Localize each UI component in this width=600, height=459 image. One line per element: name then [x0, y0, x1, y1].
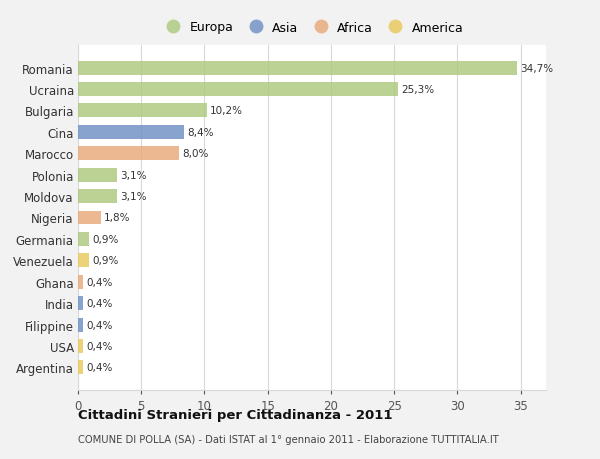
Bar [78, 126, 184, 140]
Text: 8,4%: 8,4% [187, 128, 214, 138]
Text: 0,4%: 0,4% [86, 277, 113, 287]
Text: 0,9%: 0,9% [92, 235, 119, 244]
Text: 0,4%: 0,4% [86, 298, 113, 308]
Legend: Europa, Asia, Africa, America: Europa, Asia, Africa, America [157, 18, 467, 38]
Bar [78, 211, 101, 225]
Text: 34,7%: 34,7% [520, 63, 553, 73]
Bar [78, 104, 207, 118]
Text: 0,4%: 0,4% [86, 320, 113, 330]
Text: 0,9%: 0,9% [92, 256, 119, 266]
Text: 10,2%: 10,2% [210, 106, 243, 116]
Bar [78, 168, 117, 182]
Bar [78, 232, 89, 246]
Bar [78, 339, 83, 353]
Bar [78, 254, 89, 268]
Bar [78, 361, 83, 375]
Bar [78, 275, 83, 289]
Text: 25,3%: 25,3% [401, 85, 434, 95]
Text: 8,0%: 8,0% [182, 149, 209, 159]
Bar [78, 190, 117, 204]
Text: COMUNE DI POLLA (SA) - Dati ISTAT al 1° gennaio 2011 - Elaborazione TUTTITALIA.I: COMUNE DI POLLA (SA) - Dati ISTAT al 1° … [78, 434, 499, 444]
Bar [78, 147, 179, 161]
Text: 0,4%: 0,4% [86, 363, 113, 373]
Text: 0,4%: 0,4% [86, 341, 113, 351]
Text: 1,8%: 1,8% [104, 213, 130, 223]
Text: 3,1%: 3,1% [121, 170, 147, 180]
Text: Cittadini Stranieri per Cittadinanza - 2011: Cittadini Stranieri per Cittadinanza - 2… [78, 409, 392, 421]
Bar [78, 83, 398, 97]
Bar [78, 62, 517, 75]
Bar [78, 297, 83, 310]
Bar [78, 318, 83, 332]
Text: 3,1%: 3,1% [121, 192, 147, 202]
